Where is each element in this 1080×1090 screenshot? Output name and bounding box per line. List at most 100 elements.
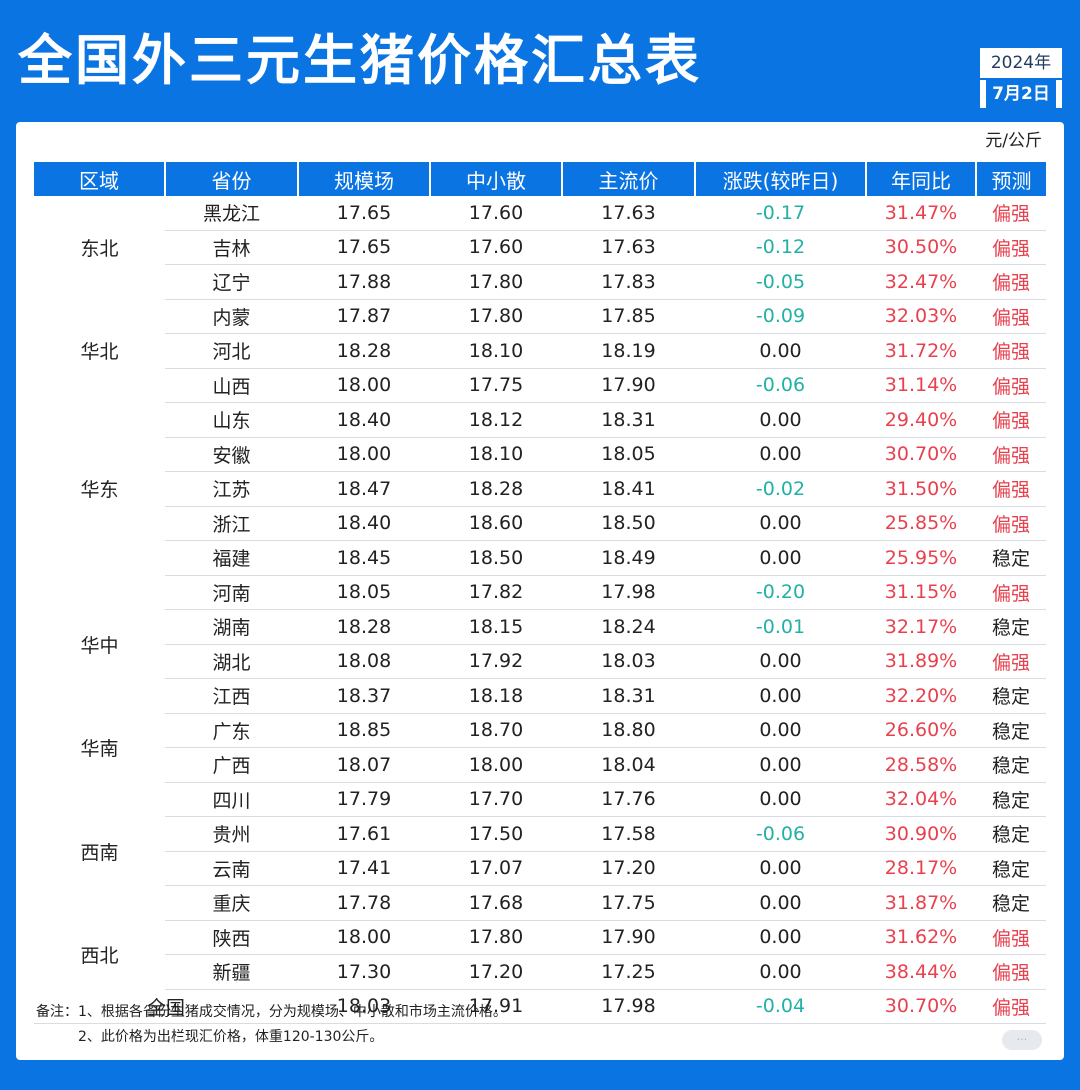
table-row: 湖北 18.08 17.92 18.03 0.00 31.89% 偏强: [34, 644, 1046, 679]
header-forecast: 预测: [975, 162, 1046, 196]
table-row: 重庆 17.78 17.68 17.75 0.00 31.87% 稳定: [34, 885, 1046, 921]
province-cell: 重庆: [165, 885, 298, 921]
main-price-cell: 17.85: [562, 299, 695, 334]
main-price-cell: 17.98: [562, 575, 695, 610]
yoy-cell: 28.17%: [866, 851, 976, 886]
large-farm-cell: 18.07: [298, 747, 430, 783]
forecast-cell: 偏强: [976, 402, 1046, 438]
large-farm-cell: 18.00: [298, 368, 430, 403]
large-farm-cell: 18.37: [298, 678, 430, 714]
change-cell: 0.00: [695, 782, 866, 817]
main-price-cell: 18.50: [562, 506, 695, 541]
table-row: 安徽 18.00 18.10 18.05 0.00 30.70% 偏强: [34, 437, 1046, 472]
forecast-cell: 稳定: [976, 782, 1046, 817]
small-farm-cell: 18.00: [430, 747, 562, 783]
notes: 备注：1、根据各省份生猪成交情况，分为规模场、中小散和市场主流价格。 2、此价格…: [36, 1000, 507, 1050]
forecast-cell: 偏强: [976, 575, 1046, 610]
national-label: 全国: [34, 989, 298, 1024]
province-cell: 湖南: [165, 609, 298, 645]
main-price-cell: 17.83: [562, 264, 695, 300]
large-farm-cell: 18.28: [298, 609, 430, 645]
small-farm-cell: 17.20: [430, 954, 562, 990]
province-cell: 四川: [165, 782, 298, 817]
header-yoy: 年同比: [865, 162, 976, 196]
region-cell: 华北: [80, 341, 119, 364]
forecast-cell: 稳定: [976, 885, 1046, 921]
forecast-cell: 偏强: [976, 471, 1046, 507]
small-farm-cell: 18.28: [430, 471, 562, 507]
small-farm-cell: 17.70: [430, 782, 562, 817]
yoy-cell: 28.58%: [866, 747, 976, 783]
table-row: 浙江 18.40 18.60 18.50 0.00 25.85% 偏强: [34, 506, 1046, 541]
change-cell: 0.00: [695, 954, 866, 990]
yoy-cell: 31.72%: [866, 333, 976, 369]
header-small-farm: 中小散: [429, 162, 562, 196]
change-cell: 0.00: [695, 333, 866, 369]
province-cell: 新疆: [165, 954, 298, 990]
yoy-cell: 30.90%: [866, 816, 976, 852]
change-cell: 0.00: [695, 506, 866, 541]
yoy-cell: 31.50%: [866, 471, 976, 507]
small-farm-cell: 17.68: [430, 885, 562, 921]
unit-label: 元/公斤: [985, 131, 1042, 151]
main-price-cell: 18.04: [562, 747, 695, 783]
watermark-badge: ···: [1002, 1030, 1042, 1050]
province-cell: 江西: [165, 678, 298, 714]
main-price-cell: 18.41: [562, 471, 695, 507]
yoy-cell: 30.50%: [866, 230, 976, 265]
forecast-cell: 稳定: [976, 678, 1046, 714]
header-province: 省份: [164, 162, 298, 196]
forecast-cell: 稳定: [976, 713, 1046, 748]
forecast-cell: 稳定: [976, 851, 1046, 886]
change-cell: 0.00: [695, 851, 866, 886]
table-row: 吉林 17.65 17.60 17.63 -0.12 30.50% 偏强: [34, 230, 1046, 265]
change-cell: -0.04: [695, 989, 866, 1024]
change-cell: 0.00: [695, 713, 866, 748]
change-cell: 0.00: [695, 437, 866, 472]
main-price-cell: 17.58: [562, 816, 695, 852]
forecast-cell: 偏强: [976, 506, 1046, 541]
table-row: 辽宁 17.88 17.80 17.83 -0.05 32.47% 偏强: [34, 264, 1046, 300]
main-price-cell: 17.63: [562, 230, 695, 265]
small-farm-cell: 18.10: [430, 437, 562, 472]
large-farm-cell: 18.45: [298, 540, 430, 576]
large-farm-cell: 17.61: [298, 816, 430, 852]
table-row: 华中 河南 18.05 17.82 17.98 -0.20 31.15% 偏强: [34, 575, 1046, 657]
change-cell: 0.00: [695, 402, 866, 438]
change-cell: -0.02: [695, 471, 866, 507]
table-row: 湖南 18.28 18.15 18.24 -0.01 32.17% 稳定: [34, 609, 1046, 645]
province-cell: 安徽: [165, 437, 298, 472]
forecast-cell: 稳定: [976, 747, 1046, 783]
table-row: 云南 17.41 17.07 17.20 0.00 28.17% 稳定: [34, 851, 1046, 886]
small-farm-cell: 17.92: [430, 644, 562, 679]
header-large-farm: 规模场: [297, 162, 430, 196]
small-farm-cell: 18.50: [430, 540, 562, 576]
forecast-cell: 稳定: [976, 816, 1046, 852]
forecast-cell: 稳定: [976, 609, 1046, 645]
table-row: 华南 广东 18.85 18.70 18.80 0.00 26.60% 稳定: [34, 713, 1046, 760]
large-farm-cell: 17.65: [298, 230, 430, 265]
yoy-cell: 25.85%: [866, 506, 976, 541]
large-farm-cell: 18.08: [298, 644, 430, 679]
yoy-cell: 31.14%: [866, 368, 976, 403]
main-price-cell: 18.19: [562, 333, 695, 369]
large-farm-cell: 17.87: [298, 299, 430, 334]
header-region: 区域: [34, 162, 165, 196]
table-row: 山西 18.00 17.75 17.90 -0.06 31.14% 偏强: [34, 368, 1046, 403]
small-farm-cell: 17.80: [430, 299, 562, 334]
forecast-cell: 稳定: [976, 540, 1046, 576]
table-row: 河北 18.28 18.10 18.19 0.00 31.72% 偏强: [34, 333, 1046, 369]
province-cell: 湖北: [165, 644, 298, 679]
province-cell: 江苏: [165, 471, 298, 507]
forecast-cell: 偏强: [976, 264, 1046, 300]
forecast-cell: 偏强: [976, 333, 1046, 369]
small-farm-cell: 17.80: [430, 920, 562, 955]
change-cell: 0.00: [695, 747, 866, 783]
large-farm-cell: 18.00: [298, 437, 430, 472]
province-cell: 贵州: [165, 816, 298, 852]
table-row: 华东 山东 18.40 18.12 18.31 0.00 29.40% 偏强: [34, 402, 1046, 501]
change-cell: -0.01: [695, 609, 866, 645]
yoy-cell: 32.03%: [866, 299, 976, 334]
region-cell: 西北: [80, 945, 119, 967]
region-cell: 华中: [80, 634, 119, 657]
